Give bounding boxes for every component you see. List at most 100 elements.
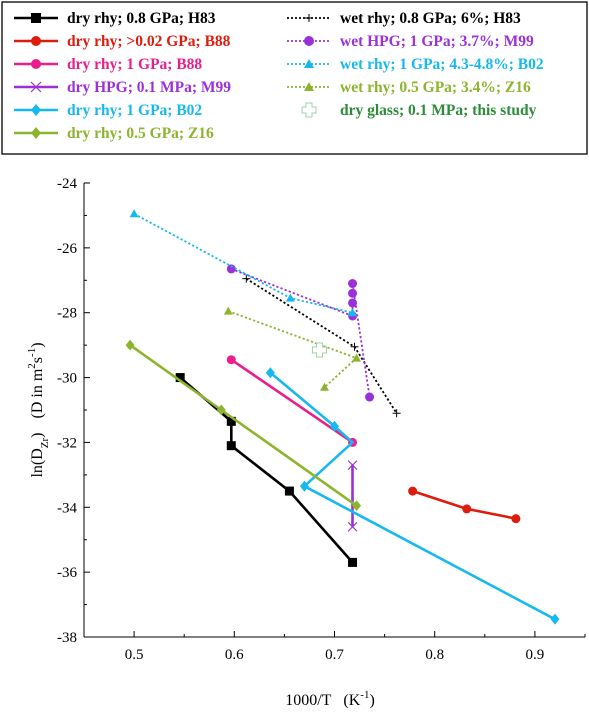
data-point	[330, 420, 339, 432]
data-point	[226, 355, 236, 365]
y-axis-title-unit: (D in m	[29, 368, 46, 418]
series-6	[242, 274, 401, 418]
data-point	[226, 441, 236, 451]
legend-marker-icon	[31, 36, 41, 46]
y-axis-title: ln(DZr) (D in m2s-1)	[26, 342, 51, 477]
data-point	[284, 486, 294, 496]
legend-item: dry rhy; >0.02 GPa; B88	[14, 33, 231, 50]
legend-marker-icon	[31, 104, 41, 116]
legend-label: dry glass; 0.1 MPa; this study	[340, 102, 537, 119]
x-tick-label: 0.8	[425, 647, 444, 663]
legend-label: wet rhy; 1 GPa; 4.3-4.8%; B02	[340, 56, 544, 73]
legend-label: dry rhy; 1 GPa; B02	[67, 102, 202, 119]
y-tick-label: -30	[57, 371, 77, 387]
plot-area	[125, 209, 560, 625]
series-3	[347, 460, 358, 532]
legend-box	[1, 1, 588, 155]
legend-label: wet HPG; 1 GPa; 3.7%; M99	[340, 33, 534, 50]
data-point	[285, 293, 295, 302]
data-point	[348, 288, 358, 298]
legend-item: dry glass; 0.1 MPa; this study	[301, 102, 537, 119]
data-point	[175, 373, 185, 383]
series-line	[230, 268, 371, 398]
data-point	[347, 460, 358, 471]
legend-item: wet HPG; 1 GPa; 3.7%; M99	[287, 33, 534, 50]
legend-label: dry rhy; 0.8 GPa; H83	[67, 10, 216, 27]
legend-marker-icon	[304, 82, 314, 91]
series-line	[227, 310, 359, 388]
data-point	[125, 339, 135, 351]
y-axis-title-sup2: -1	[26, 348, 38, 357]
legend-marker-icon	[301, 102, 317, 118]
legend-marker-icon	[304, 36, 314, 46]
y-axis-title-mid: s	[29, 357, 46, 363]
data-point	[216, 404, 226, 416]
legend-marker-icon	[30, 81, 42, 93]
x-tick-label: 0.9	[526, 647, 545, 663]
data-point	[365, 392, 375, 402]
series-4	[265, 367, 560, 625]
data-point	[462, 504, 472, 514]
y-tick-label: -24	[57, 176, 77, 192]
y-axis-title-close: )	[29, 432, 46, 437]
data-point	[550, 613, 560, 625]
legend-label: dry HPG; 0.1 MPa; M99	[67, 79, 231, 96]
data-point	[348, 279, 358, 289]
data-point	[352, 353, 362, 362]
y-tick-label: -26	[57, 241, 77, 257]
axes: -24 -26 -28 -30 -32 -34 -36 -38 0.5 0.6 0.7 0.8 0.9 1…	[26, 176, 586, 709]
data-point	[350, 342, 359, 351]
series-line	[269, 371, 556, 621]
data-point	[348, 557, 358, 567]
data-point	[242, 274, 251, 283]
series-line	[412, 489, 517, 520]
legend-item: wet rhy; 0.5 GPa; 3.4%; Z16	[287, 79, 531, 96]
legend-item: dry rhy; 0.8 GPa; H83	[14, 10, 216, 27]
y-tick-label: -32	[57, 435, 77, 451]
series-line	[133, 213, 353, 314]
legend-label: dry rhy; 1 GPa; B88	[67, 56, 202, 73]
legend-label: wet rhy; 0.5 GPa; 3.4%; Z16	[340, 79, 531, 96]
legend-label-prefix: dry rhy;	[67, 33, 126, 50]
legend-label: dry rhy; 0.5 GPa; Z16	[67, 125, 214, 142]
legend-item: dry HPG; 0.1 MPa; M99	[14, 79, 231, 96]
x-axis-title-unit: (K	[343, 692, 360, 709]
y-axis-title-sup1: 2	[26, 363, 38, 369]
y-tick-label: -34	[57, 500, 77, 516]
x-axis-title-sup: -1	[360, 689, 369, 701]
x-axis-title-main: 1000/T	[285, 692, 331, 709]
data-point	[311, 342, 327, 358]
series-5	[125, 339, 362, 512]
y-axis-title-sub: Zr	[39, 437, 51, 448]
legend-label-name: >0.02 GPa; B88	[126, 33, 230, 50]
series-10	[311, 342, 327, 358]
legend-item: wet rhy; 1 GPa; 4.3-4.8%; B02	[287, 56, 544, 73]
data-point	[348, 308, 358, 317]
legend-label: dry rhy; >0.02 GPa; B88	[67, 33, 231, 50]
legend-marker-icon	[305, 14, 313, 22]
x-axis-title: 1000/T (K-1)	[285, 689, 375, 709]
y-axis-title-close2: )	[29, 342, 46, 347]
legend-marker-icon	[31, 127, 41, 139]
data-point	[511, 514, 521, 524]
legend-item: wet rhy; 0.8 GPa; 6%; H83	[287, 10, 521, 27]
series-0	[175, 373, 358, 567]
data-point	[348, 298, 358, 308]
data-point	[299, 480, 309, 492]
legend-item: dry rhy; 1 GPa; B02	[14, 102, 202, 119]
legend-marker-icon	[31, 13, 41, 23]
data-point	[408, 486, 418, 496]
y-axis-title-main: ln(D	[29, 448, 46, 477]
legend: dry rhy; 0.8 GPa; H83 dry rhy; >0.02 GPa;…	[1, 1, 588, 155]
data-point	[265, 367, 275, 379]
x-tick-label: 0.6	[225, 647, 244, 663]
data-point	[226, 416, 236, 426]
data-point	[129, 209, 139, 218]
x-axis-title-close: )	[369, 692, 374, 709]
series-7	[226, 264, 375, 402]
x-tick-label: 0.7	[325, 647, 344, 663]
series-8	[129, 209, 358, 317]
data-point	[352, 500, 362, 512]
legend-item: dry rhy; 0.5 GPa; Z16	[14, 125, 214, 142]
series-line	[179, 376, 354, 564]
